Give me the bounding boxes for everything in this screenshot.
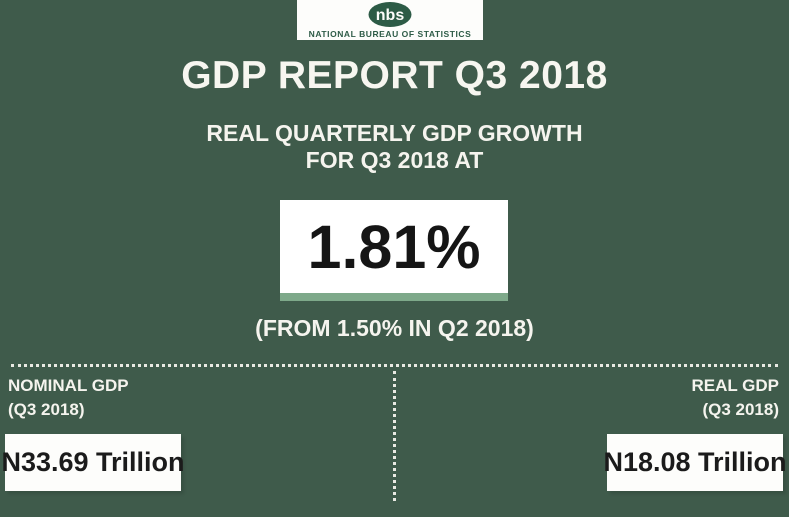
real-gdp-label-line1: REAL GDP bbox=[691, 376, 779, 395]
nominal-gdp-value: N33.69 Trillion bbox=[1, 447, 185, 477]
previous-quarter-comparison: (FROM 1.50% IN Q2 2018) bbox=[255, 315, 534, 341]
vertical-dotted-divider bbox=[393, 371, 396, 501]
real-gdp-value: N18.08 Trillion bbox=[603, 447, 787, 477]
subtitle-line1: REAL QUARTERLY GDP GROWTH bbox=[206, 120, 583, 146]
nominal-gdp-label: NOMINAL GDP (Q3 2018) bbox=[8, 374, 129, 422]
real-gdp-label-line2: (Q3 2018) bbox=[702, 400, 779, 419]
growth-value-box: 1.81% bbox=[280, 200, 508, 301]
nominal-gdp-value-box: N33.69 Trillion bbox=[1, 434, 185, 491]
nbs-logo-icon: nbs bbox=[368, 2, 412, 27]
subtitle: REAL QUARTERLY GDP GROWTH FOR Q3 2018 AT bbox=[0, 120, 789, 174]
nbs-monogram: nbs bbox=[376, 7, 405, 24]
nominal-gdp-label-line1: NOMINAL GDP bbox=[8, 376, 129, 395]
nbs-org-name: NATIONAL BUREAU OF STATISTICS bbox=[308, 29, 472, 39]
subtitle-line2: FOR Q3 2018 AT bbox=[305, 147, 484, 173]
nominal-gdp-label-line2: (Q3 2018) bbox=[8, 400, 85, 419]
real-gdp-value-box: N18.08 Trillion bbox=[603, 434, 787, 491]
horizontal-dotted-divider bbox=[11, 364, 778, 367]
nbs-logo-box: nbs NATIONAL BUREAU OF STATISTICS bbox=[297, 0, 483, 40]
growth-value: 1.81% bbox=[307, 212, 481, 281]
real-gdp-label: REAL GDP (Q3 2018) bbox=[691, 374, 779, 422]
page-title: GDP REPORT Q3 2018 bbox=[181, 54, 608, 97]
